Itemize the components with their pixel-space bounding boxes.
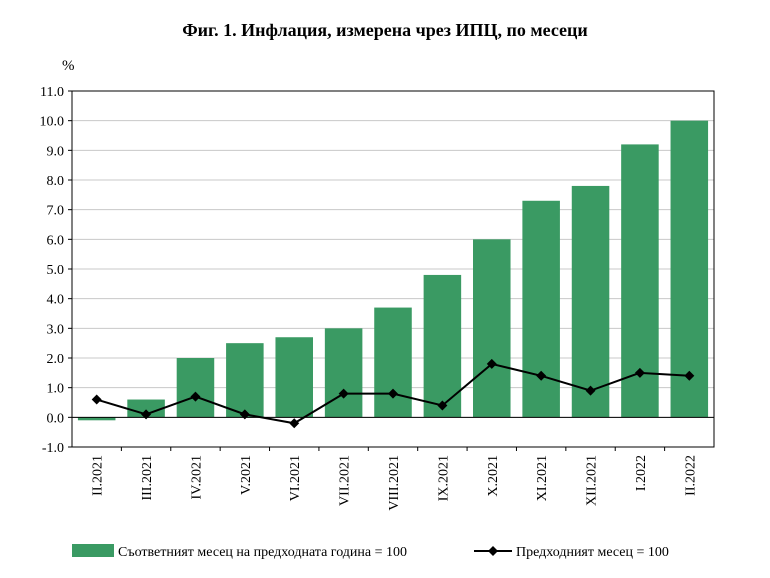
bar — [423, 274, 462, 418]
x-tick-labels: II.2021 III.2021 IV.2021 V.2021 VI.2021 VII.2… — [91, 455, 699, 511]
x-tick-label: VI.2021 — [288, 455, 303, 501]
line-point-marker — [536, 370, 547, 381]
plot-frame — [71, 90, 715, 448]
bar — [324, 328, 363, 418]
y-tick-label: 8.0 — [47, 174, 65, 189]
y-tick-label: 6.0 — [47, 233, 65, 248]
line-point-marker — [634, 367, 645, 378]
line-point-marker — [684, 370, 695, 381]
line-point-marker — [486, 358, 497, 369]
y-tick-label: 2.0 — [47, 352, 65, 367]
line-point-marker — [437, 400, 448, 411]
y-tick-label: 5.0 — [47, 263, 65, 278]
bar — [473, 239, 511, 418]
bar — [127, 399, 165, 418]
legend: Съответният месец на предходната година … — [72, 544, 669, 560]
line-point-marker — [289, 418, 300, 429]
line-point-marker — [338, 388, 349, 399]
y-tick-label: 0.0 — [47, 411, 65, 426]
bar — [374, 307, 412, 418]
chart-title: Фиг. 1. Инфлация, измерена чрез ИПЦ, по … — [182, 20, 588, 40]
x-tick-label: II.2021 — [91, 455, 106, 496]
y-tick-label: 7.0 — [47, 204, 65, 219]
x-tick-label: I.2022 — [634, 455, 649, 491]
bar — [176, 358, 215, 418]
line-point-marker — [239, 409, 250, 420]
y-tick-label: 11.0 — [40, 85, 64, 100]
bar — [522, 200, 560, 418]
y-tick-label: 4.0 — [47, 293, 65, 308]
bar — [77, 417, 116, 421]
x-tick-label: VIII.2021 — [387, 455, 402, 511]
line-point-marker — [388, 388, 398, 399]
x-tick-label: XII.2021 — [585, 455, 600, 506]
line-point-marker — [190, 391, 201, 402]
legend-bar-swatch — [72, 544, 114, 557]
x-tick-label: IX.2021 — [436, 455, 451, 501]
y-tick-label: 3.0 — [47, 322, 65, 337]
legend-label: Съответният месец на предходната година … — [118, 545, 407, 560]
y-tick-labels: -1.0 0.0 1.0 2.0 3.0 4.0 5.0 6.0 7.0 8.0 9.0 10.0 11… — [40, 85, 65, 456]
x-tick-label: III.2021 — [140, 455, 155, 501]
y-tick-label: 10.0 — [40, 115, 65, 130]
axes — [68, 90, 715, 451]
line-series — [91, 358, 695, 429]
y-tick-label: -1.0 — [42, 441, 64, 456]
line-point-marker — [91, 394, 102, 405]
x-tick-label: II.2022 — [683, 455, 698, 496]
bar-series — [77, 120, 709, 421]
x-tick-label: IV.2021 — [189, 455, 204, 499]
legend-line-marker — [488, 546, 498, 556]
y-axis-label: % — [62, 58, 75, 74]
line-point-marker — [585, 385, 596, 396]
bar — [670, 120, 709, 418]
y-tick-label: 1.0 — [47, 382, 65, 397]
bar — [571, 185, 610, 418]
bar — [226, 343, 264, 418]
x-tick-label: V.2021 — [239, 455, 254, 495]
x-tick-label: X.2021 — [486, 455, 501, 497]
bar — [275, 337, 313, 418]
line-point-marker — [141, 409, 152, 420]
legend-label: Предходният месец = 100 — [516, 545, 669, 560]
x-tick-label: VII.2021 — [338, 455, 353, 506]
y-tick-label: 9.0 — [47, 144, 65, 159]
x-tick-label: XI.2021 — [535, 455, 550, 501]
